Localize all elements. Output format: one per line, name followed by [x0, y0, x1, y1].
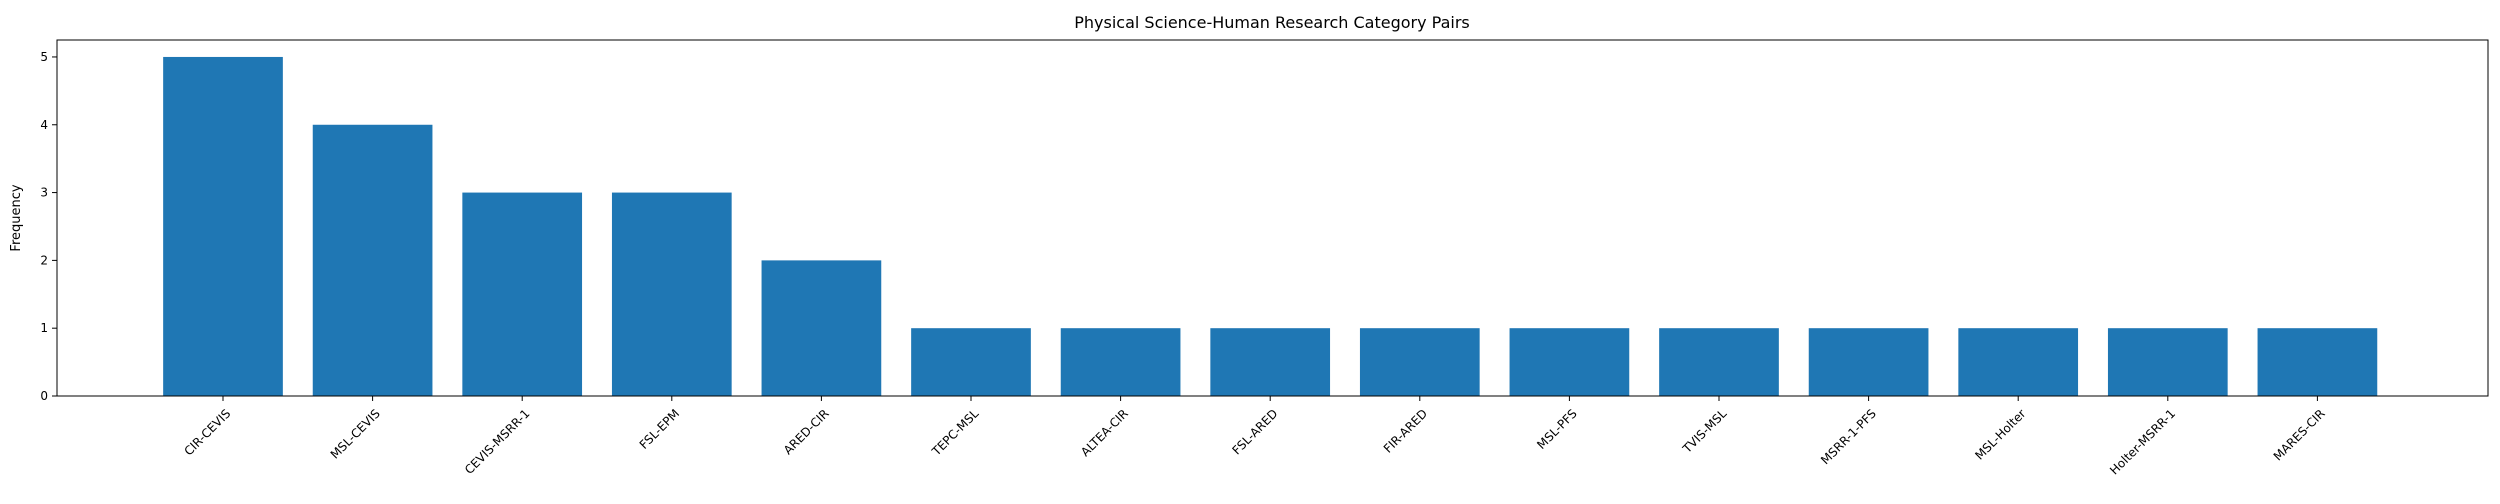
bar-mares-cir [2257, 328, 2378, 396]
y-tick-label: 0 [40, 389, 48, 403]
x-tick-label: TEPC-MSL [929, 406, 982, 459]
bar-cir-cevis [163, 56, 283, 396]
y-tick-label: 1 [40, 321, 48, 335]
x-tick-label: Holter-MSRR-1 [2107, 406, 2178, 477]
bars-group [163, 56, 2378, 396]
y-axis-label: Frequency [9, 184, 24, 251]
bar-cevis-msrr-1 [462, 192, 583, 396]
y-tick-label: 4 [40, 118, 48, 132]
y-tick-label: 3 [40, 186, 48, 200]
bar-msl-holter [1958, 328, 2079, 396]
y-tick-label: 5 [40, 50, 48, 64]
x-tick-label: ARED-CIR [781, 406, 832, 457]
y-tick-label: 2 [40, 253, 48, 267]
x-tick-label: FSL-EPM [637, 406, 682, 451]
bar-msl-cevis [312, 124, 433, 396]
x-tick-label: CIR-CEVIS [181, 406, 233, 458]
bar-altea-cir [1060, 328, 1181, 396]
x-tick-label: FSL-ARED [1229, 406, 1280, 457]
bar-fir-ared [1359, 328, 1480, 396]
x-tick-label: MSL-PFS [1534, 406, 1579, 451]
bar-tepc-msl [911, 328, 1031, 396]
x-tick-label: MSRR-1-PFS [1818, 406, 1879, 467]
bar-fsl-ared [1210, 328, 1331, 396]
x-tick-label: TVIS-MSL [1679, 406, 1729, 456]
x-tick-label: ALTEA-CIR [1078, 406, 1131, 459]
x-tick-label: MARES-CIR [2271, 406, 2328, 463]
plot-frame [56, 39, 2489, 397]
bar-fsl-epm [611, 192, 732, 396]
bar-holter-msrr-1 [2107, 328, 2228, 396]
x-tick-label: MSL-Holter [1972, 406, 2028, 462]
bar-tvis-msl [1659, 328, 1779, 396]
x-tick-label: CEVIS-MSRR-1 [462, 406, 533, 477]
x-axis-ticks: CIR-CEVIS MSL-CEVIS CEVIS-MSRR-1 FSL-EPM ARE… [181, 396, 2328, 477]
bar-msl-pfs [1509, 328, 1630, 396]
bar-ared-cir [761, 260, 882, 396]
x-tick-label: FIR-ARED [1381, 406, 1430, 455]
y-axis-ticks: 0 1 2 3 4 5 [40, 50, 57, 403]
chart-title: Physical Science-Human Research Category… [1074, 13, 1470, 32]
bar-msrr-1-pfs [1808, 328, 1929, 396]
x-tick-label: MSL-CEVIS [328, 406, 383, 461]
